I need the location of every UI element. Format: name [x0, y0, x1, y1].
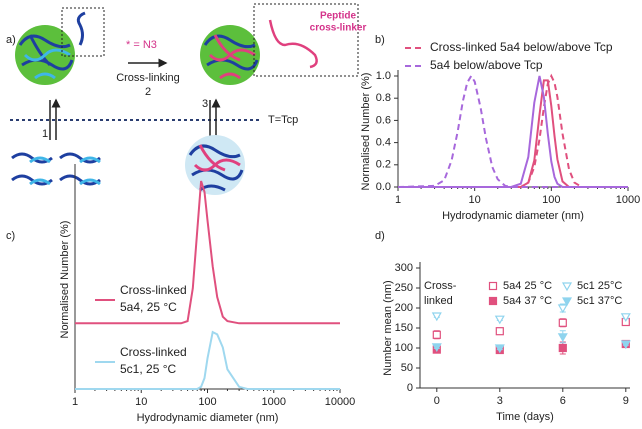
y-axis-label: Number mean (nm) [382, 280, 394, 375]
x-tick-label: 1000 [616, 194, 640, 206]
y-tick-label: 250 [395, 282, 413, 294]
legend-swatch [488, 296, 498, 306]
legend-label: 5a4 below/above Tcp [430, 58, 543, 72]
legend-swatch [488, 281, 498, 291]
peptide-label: Peptide [320, 11, 357, 22]
y-tick-label: 0.2 [376, 159, 391, 171]
marker [557, 304, 568, 314]
y-tick-label: 300 [395, 262, 413, 274]
unimers [11, 152, 101, 186]
x-tick-label: 3 [497, 395, 503, 407]
legend-label: Cross-linked 5a4, 25 °C [120, 283, 187, 314]
zoom-box [61, 7, 105, 57]
marker [431, 343, 442, 353]
legend-swatch [561, 297, 573, 307]
panel-label: d) [375, 230, 385, 242]
x-tick-label: 10 [135, 396, 147, 408]
step-number: 3 [202, 98, 208, 110]
x-tick-label: 9 [623, 395, 629, 407]
marker [620, 313, 631, 323]
x-tick-label: 1 [395, 194, 401, 206]
y-tick-label: 0 [407, 382, 413, 394]
peptide-label: cross-linker [310, 23, 367, 34]
x-axis-label: Time (days) [496, 411, 554, 423]
chain [76, 11, 86, 46]
panel-label: c) [6, 230, 15, 242]
x-tick-label: 6 [560, 395, 566, 407]
marker [494, 344, 505, 354]
legend-line: 5a4, 25 °C [120, 300, 177, 314]
marker [432, 330, 441, 339]
crosslinks [208, 34, 256, 80]
polymer-chains [203, 34, 259, 71]
y-tick-label: 0.4 [376, 137, 391, 149]
step-number: 2 [145, 86, 151, 98]
y-tick-label: 0.6 [376, 114, 391, 126]
y-axis-label: Normalised Number (%) [59, 221, 71, 339]
legend-label: Cross-linked 5a4 below/above Tcp [430, 40, 613, 54]
polymer-chains [18, 34, 74, 71]
step-number: 1 [42, 128, 48, 140]
panel-label: b) [375, 34, 385, 46]
x-axis-label: Hydrodynamic diameter (nm) [137, 412, 279, 424]
y-tick-label: 150 [395, 322, 413, 334]
legend-title: linked [424, 295, 453, 307]
legend-label: 5c1 37°C [577, 295, 622, 307]
x-tick-label: 10 [469, 194, 481, 206]
scheme: a) * = N3 Cross-linking 2 Peptide cross-… [6, 3, 367, 195]
x-tick-label: 1000 [262, 396, 286, 408]
x-tick-label: 1 [72, 396, 78, 408]
curve [398, 75, 628, 188]
marker [495, 327, 504, 336]
legend-label: Cross-linked 5c1, 25 °C [120, 345, 187, 376]
crosslinks [193, 144, 241, 172]
marker [558, 343, 567, 353]
legend-title: Cross- [424, 280, 457, 292]
unimers [29, 156, 101, 186]
marker [620, 340, 631, 350]
marker [558, 318, 567, 327]
x-axis-label: Hydrodynamic diameter (nm) [442, 210, 584, 222]
curve [397, 74, 628, 188]
curve [398, 73, 628, 188]
legend-line: 5c1, 25 °C [120, 362, 176, 376]
curve [75, 180, 340, 325]
peptide [268, 19, 318, 69]
curve [75, 330, 340, 390]
curve [398, 79, 628, 188]
arrows [210, 100, 216, 140]
azide-label: * = N3 [126, 39, 157, 51]
x-tick-label: 10000 [325, 396, 356, 408]
arrows [50, 100, 56, 140]
legend-line: Cross-linked [120, 283, 187, 297]
polymer-chains [188, 144, 244, 192]
y-tick-label: 1.0 [376, 70, 391, 82]
legend-label: 5c1 25°C [577, 280, 622, 292]
y-axis-label: Normalised Number (%) [360, 73, 372, 191]
temperature-label: T=Tcp [268, 114, 298, 126]
legend-label: 5a4 25 °C [503, 280, 552, 292]
legend-label: 5a4 37 °C [503, 295, 552, 307]
y-tick-label: 100 [395, 342, 413, 354]
panel-label: a) [6, 34, 16, 46]
legend-line: Cross-linked [120, 345, 187, 359]
marker [494, 315, 505, 325]
marker [557, 333, 568, 343]
axes [397, 70, 628, 188]
y-tick-label: 200 [395, 302, 413, 314]
marker [431, 312, 442, 322]
y-tick-label: 0.0 [376, 181, 391, 193]
step-label: Cross-linking [116, 72, 180, 84]
y-tick-label: 50 [401, 362, 413, 374]
zoom-box [253, 3, 359, 77]
legend-swatch [561, 282, 573, 292]
x-tick-label: 100 [198, 396, 216, 408]
y-tick-label: 0.8 [376, 92, 391, 104]
x-tick-label: 100 [542, 194, 560, 206]
x-tick-label: 0 [434, 395, 440, 407]
